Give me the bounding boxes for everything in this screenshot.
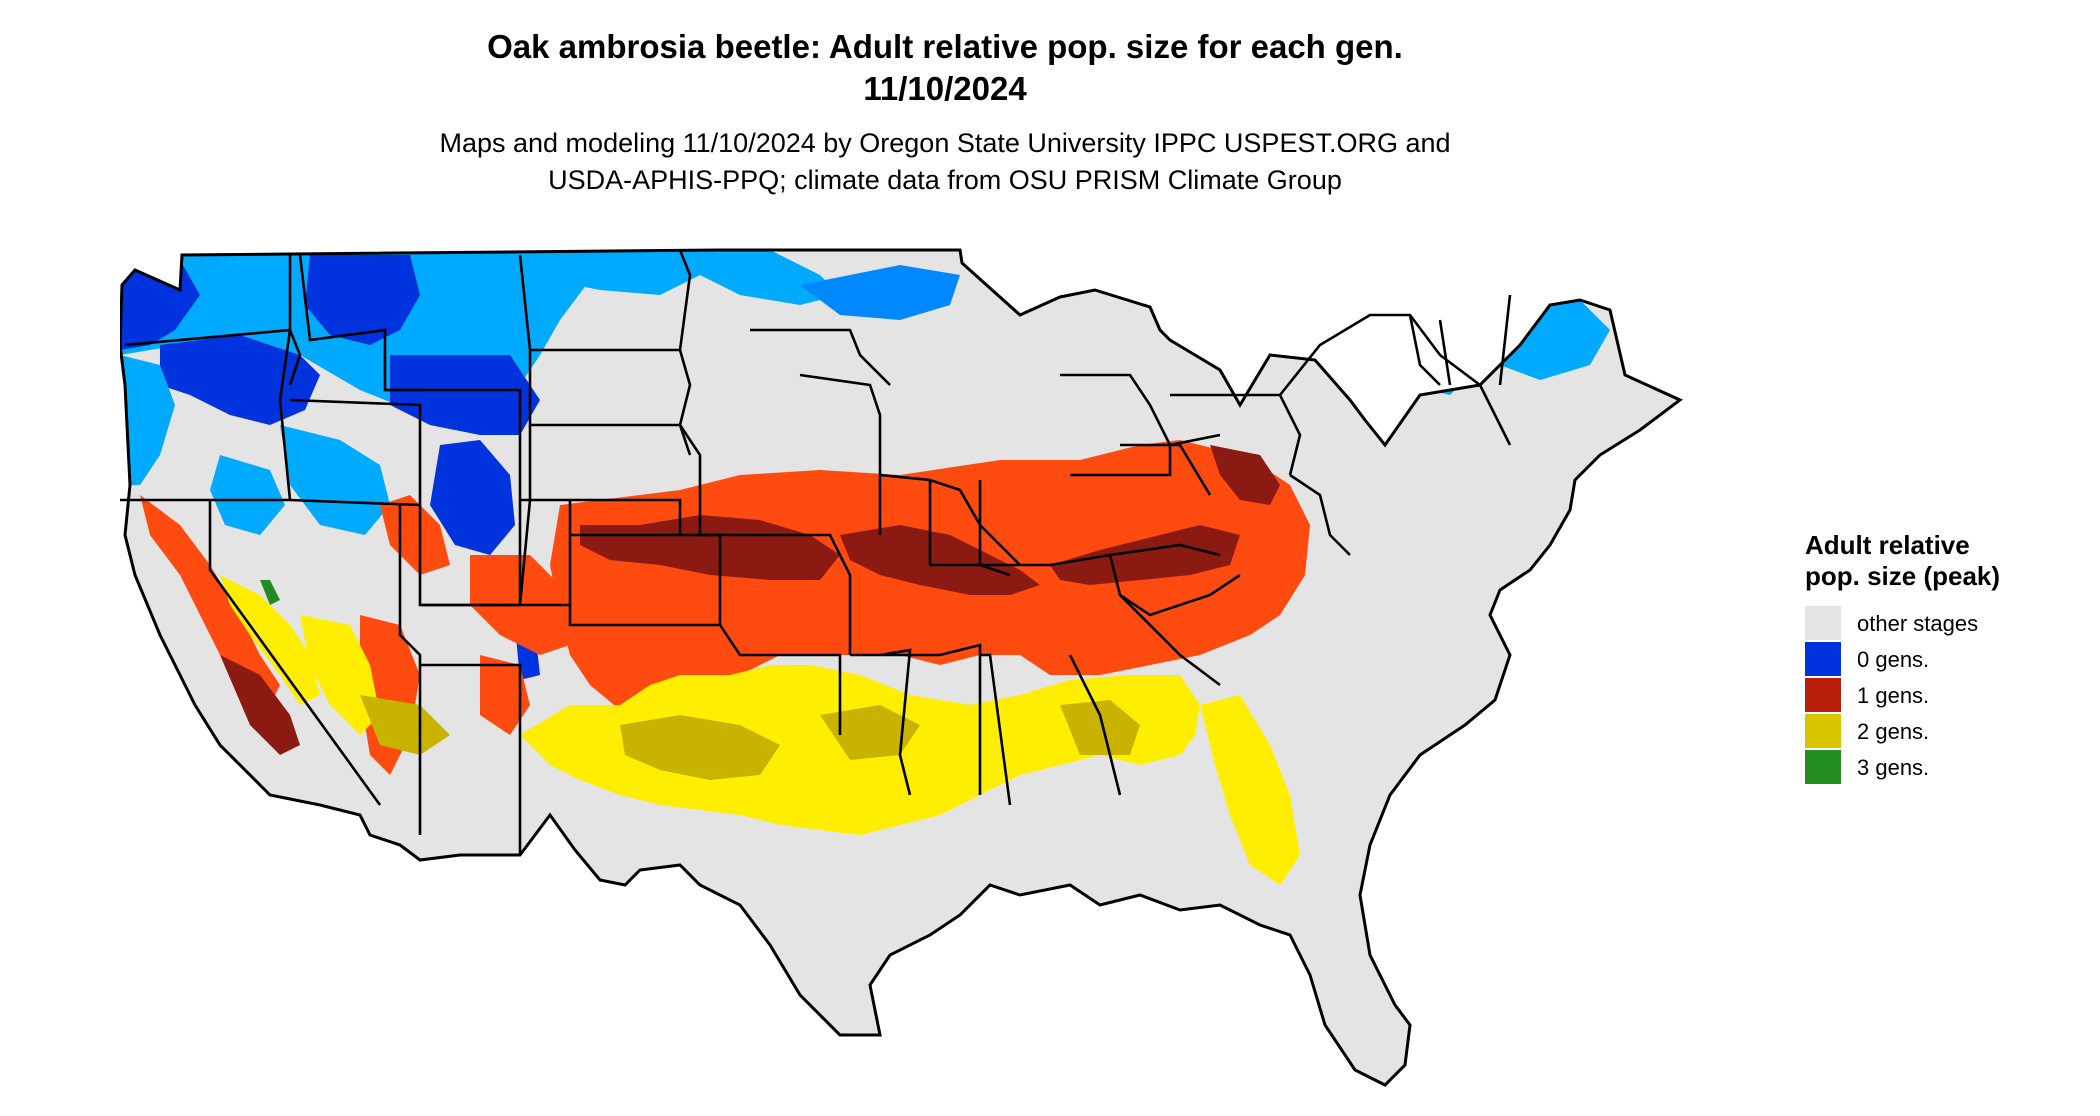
legend-swatch: [1805, 750, 1841, 784]
us-map: [120, 248, 1683, 1087]
legend-label: 1 gens.: [1857, 683, 1930, 708]
legend: Adult relative pop. size (peak) other st…: [1805, 530, 2085, 786]
legend-label: 2 gens.: [1857, 719, 1930, 744]
legend-swatch: [1805, 714, 1841, 748]
legend-items: other stages 0 gens. 1 gens. 2 gens. 3 g…: [1805, 606, 2085, 786]
legend-item-1-gens: 1 gens.: [1805, 678, 2085, 714]
map-title: Oak ambrosia beetle: Adult relative pop.…: [487, 28, 1403, 65]
legend-item-other-stages: other stages: [1805, 606, 2085, 642]
legend-label: 3 gens.: [1857, 755, 1930, 780]
legend-label: other stages: [1857, 611, 1979, 636]
legend-swatch: [1805, 678, 1841, 712]
legend-item-2-gens: 2 gens.: [1805, 714, 2085, 750]
state-borders: [120, 249, 1512, 855]
subtitle-line-2: USDA-APHIS-PPQ; climate data from OSU PR…: [548, 165, 1342, 195]
legend-title: Adult relative pop. size (peak): [1805, 530, 2001, 591]
legend-swatch: [1805, 606, 1841, 640]
map-date: 11/10/2024: [863, 70, 1027, 107]
legend-swatch: [1805, 642, 1841, 676]
legend-item-3-gens: 3 gens.: [1805, 750, 2085, 786]
legend-label: 0 gens.: [1857, 647, 1930, 672]
subtitle-line-1: Maps and modeling 11/10/2024 by Oregon S…: [439, 128, 1451, 158]
map-fill: [120, 250, 1680, 1085]
legend-item-0-gens: 0 gens.: [1805, 642, 2085, 678]
